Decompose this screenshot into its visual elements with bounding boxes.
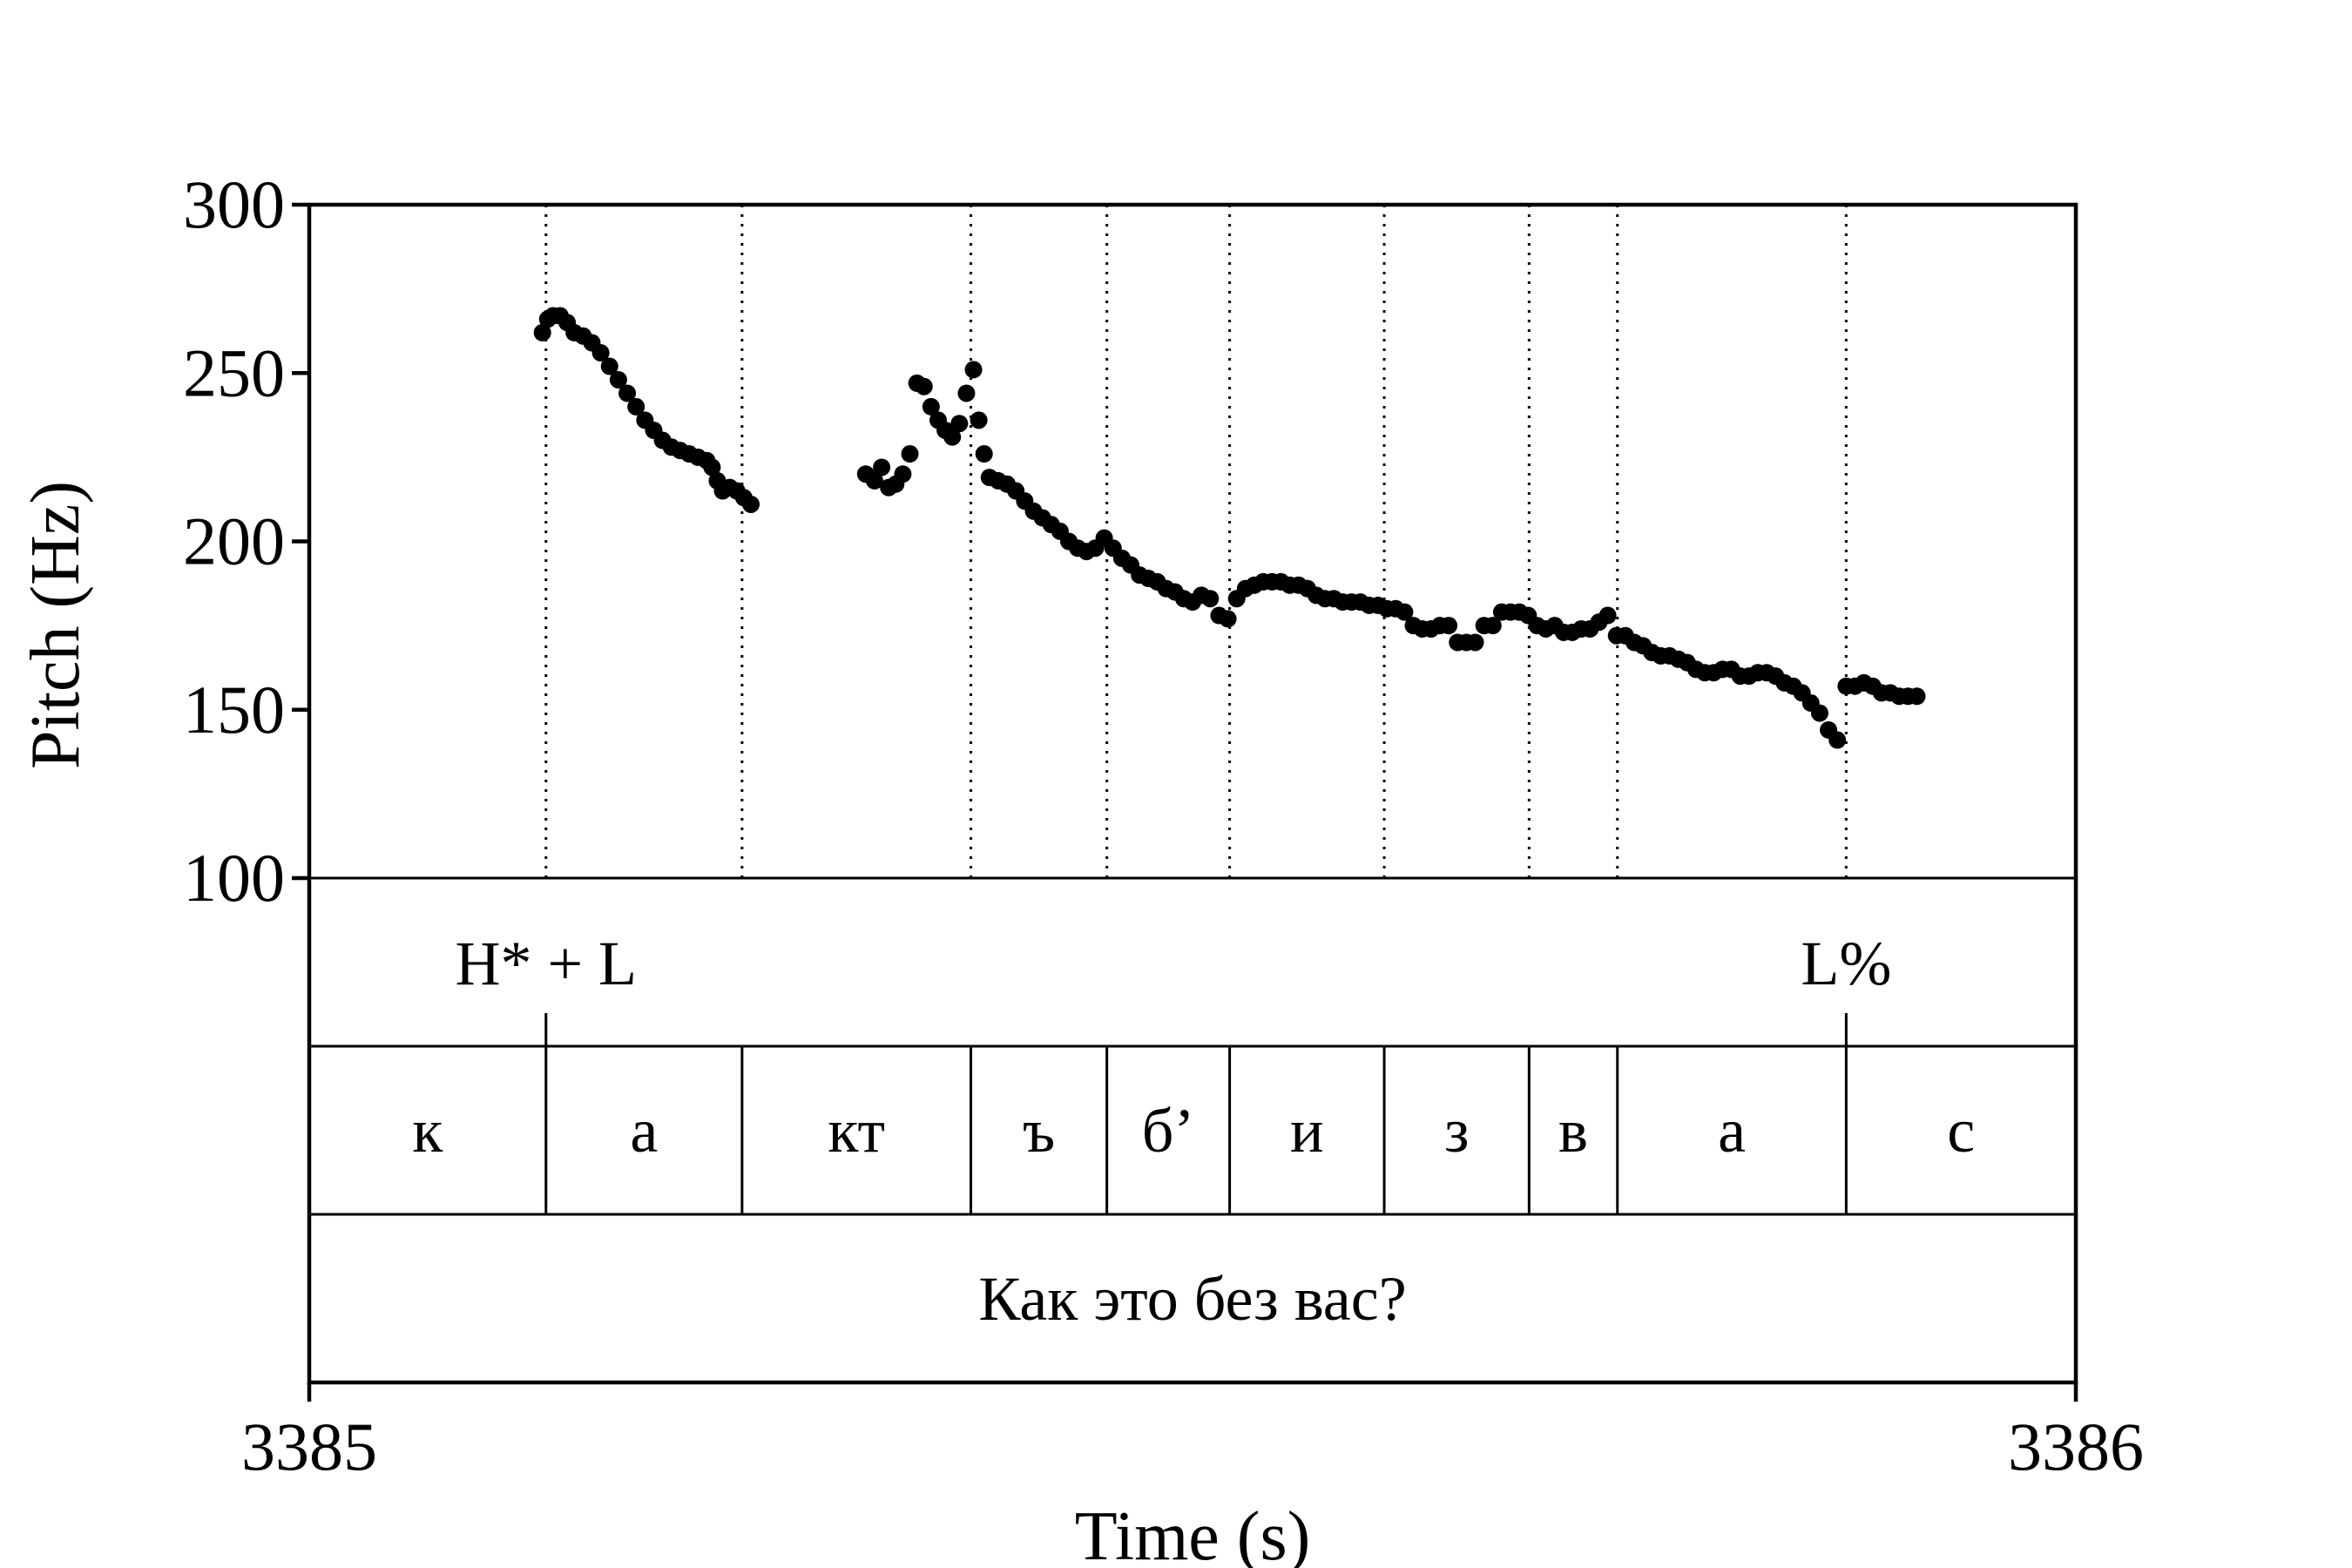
x-axis-title: Time (s): [1075, 1498, 1310, 1568]
segment-label: кт: [828, 1096, 885, 1166]
pitch-point: [894, 465, 912, 483]
y-tick-label: 300: [183, 166, 285, 242]
segment-label: в: [1558, 1096, 1588, 1166]
pitch-point: [618, 384, 637, 402]
tier-boundary-lines: [544, 1013, 1848, 1214]
y-tick-label: 200: [183, 504, 285, 579]
tone-tier-labels: H* + L L%: [455, 929, 1891, 998]
pitch-point: [1598, 606, 1617, 625]
pitch-point: [609, 370, 627, 389]
x-axis-ticks: 3385 3386: [241, 1382, 2144, 1484]
pitch-point: [1484, 617, 1502, 635]
x-tick-label: 3385: [241, 1409, 377, 1484]
pitch-point: [1201, 590, 1220, 608]
segment-label: з: [1444, 1096, 1469, 1166]
pitch-point: [950, 415, 969, 433]
pitch-point: [533, 323, 551, 341]
sentence-label: Как это без вас?: [978, 1264, 1406, 1334]
pitch-point: [600, 357, 618, 375]
pitch-points: [533, 307, 1926, 749]
segment-label: и: [1290, 1096, 1324, 1166]
segment-label: а: [630, 1096, 658, 1166]
pitch-point: [964, 361, 983, 379]
tone-label: H* + L: [455, 929, 637, 998]
segment-label: ъ: [1023, 1096, 1055, 1166]
y-axis-title: Pitch (Hz): [17, 481, 94, 769]
pitch-point: [1396, 603, 1414, 621]
y-tick-label: 100: [183, 840, 285, 916]
segment-tier-labels: к а кт ъ б’ и з в а с: [412, 1096, 1975, 1166]
y-tick-label: 150: [183, 672, 285, 747]
pitch-point: [1440, 617, 1458, 635]
pitch-point: [943, 428, 962, 446]
y-tick-label: 250: [183, 335, 285, 410]
pitch-point: [591, 344, 610, 362]
x-tick-label: 3386: [2008, 1409, 2144, 1484]
pitch-point: [1466, 633, 1484, 652]
pitch-point: [1219, 610, 1237, 628]
pitch-point: [703, 458, 721, 476]
pitch-point: [1908, 687, 1926, 706]
pitch-point: [1810, 704, 1828, 722]
pitch-point: [915, 377, 933, 395]
segment-label: к: [412, 1096, 443, 1166]
y-axis-ticks: 100 150 200 250 300: [183, 166, 309, 916]
segment-label: а: [1718, 1096, 1746, 1166]
pitch-point: [873, 458, 891, 476]
pitch-point: [922, 397, 940, 416]
segment-label: с: [1947, 1096, 1975, 1166]
pitch-point: [901, 445, 919, 463]
pitch-point: [975, 445, 993, 463]
plot-frame: [307, 202, 2078, 1385]
pitch-boundary-lines: [544, 205, 1848, 878]
segment-label: б’: [1142, 1096, 1195, 1166]
pitch-point: [742, 495, 760, 513]
pitch-point: [957, 384, 976, 402]
pitch-point: [627, 397, 645, 416]
tone-label: L%: [1801, 929, 1891, 998]
pitch-point: [1828, 731, 1847, 749]
pitch-point: [970, 411, 988, 429]
pitch-point: [865, 471, 883, 490]
